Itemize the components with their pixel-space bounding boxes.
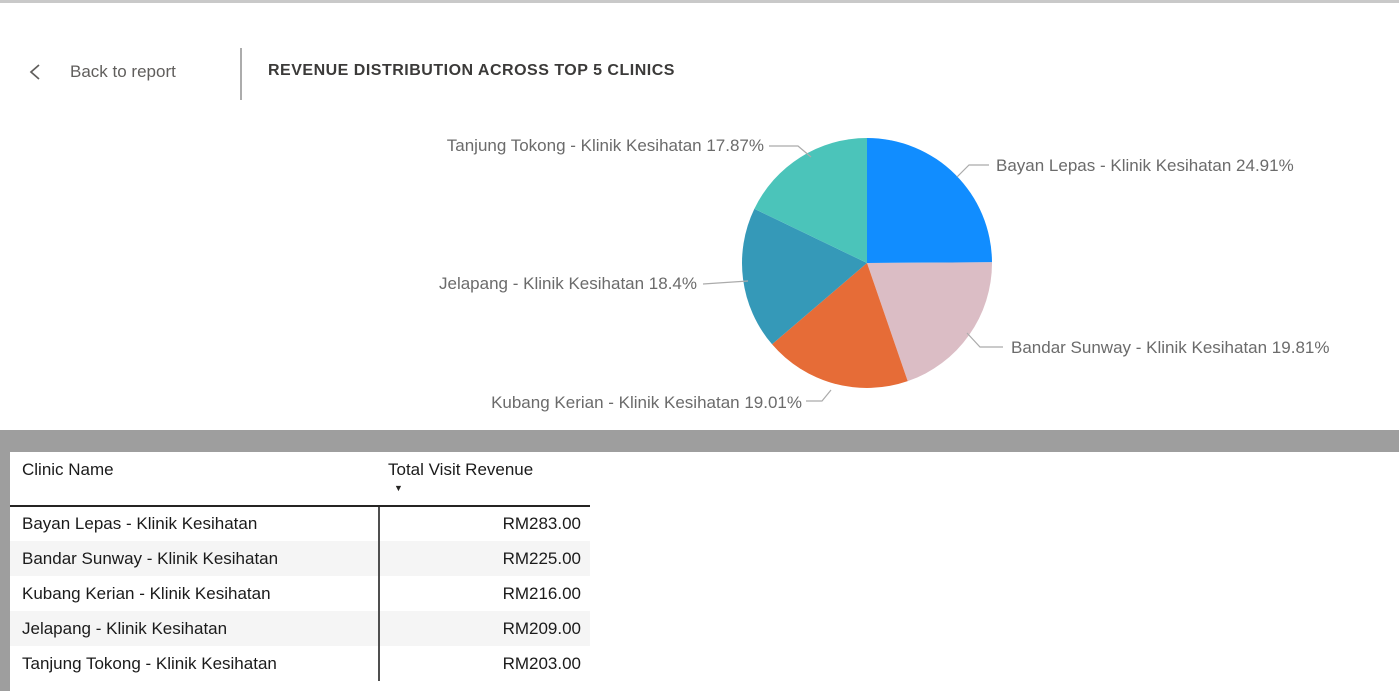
clinic-name-cell: Jelapang - Klinik Kesihatan: [22, 618, 228, 638]
leader-line-1: [966, 332, 1003, 348]
table-row[interactable]: Jelapang - Klinik Kesihatan RM209.00: [10, 611, 590, 646]
back-to-report-button[interactable]: Back to report: [28, 59, 176, 85]
revenue-cell: RM203.00: [378, 646, 590, 681]
pie-slice-3[interactable]: [742, 208, 867, 345]
pie-slice-2[interactable]: [772, 263, 908, 388]
revenue-table: Clinic Name Total Visit Revenue ▼ Bayan …: [10, 452, 590, 681]
leader-line-0: [956, 164, 989, 178]
leader-line-2: [806, 389, 832, 402]
clinic-name-cell: Kubang Kerian - Klinik Kesihatan: [22, 583, 271, 603]
pie-label-0: Bayan Lepas - Klinik Kesihatan 24.91%: [996, 156, 1294, 175]
leader-line-3: [702, 280, 749, 285]
revenue-cell: RM209.00: [378, 611, 590, 646]
table-panel: Clinic Name Total Visit Revenue ▼ Bayan …: [10, 452, 1399, 691]
sort-descending-icon: ▼: [394, 483, 403, 493]
table-row[interactable]: Tanjung Tokong - Klinik Kesihatan RM203.…: [10, 646, 590, 681]
revenue-cell: RM283.00: [378, 506, 590, 541]
pie-slice-1[interactable]: [867, 262, 993, 382]
clinic-name-cell: Tanjung Tokong - Klinik Kesihatan: [22, 653, 277, 673]
clinic-name-cell: Bandar Sunway - Klinik Kesihatan: [22, 548, 279, 568]
top-border: [0, 0, 1399, 3]
pie-label-2: Kubang Kerian - Klinik Kesihatan 19.01%: [491, 393, 802, 412]
column-header-clinic-name[interactable]: Clinic Name: [10, 452, 379, 507]
chevron-left-icon: [29, 64, 40, 80]
revenue-header-label: Total Visit Revenue: [388, 460, 534, 479]
column-header-total-visit-revenue[interactable]: Total Visit Revenue ▼: [379, 452, 590, 507]
pie-label-1: Bandar Sunway - Klinik Kesihatan 19.81%: [1011, 338, 1330, 357]
table-row[interactable]: Bandar Sunway - Klinik Kesihatan RM225.0…: [10, 541, 590, 576]
leader-line-4: [769, 145, 812, 158]
clinic-name-cell: Bayan Lepas - Klinik Kesihatan: [22, 514, 258, 533]
clinic-name-header-label: Clinic Name: [22, 460, 114, 479]
revenue-cell: RM216.00: [378, 576, 590, 611]
table-row[interactable]: Kubang Kerian - Klinik Kesihatan RM216.0…: [10, 576, 590, 611]
page-title: REVENUE DISTRIBUTION ACROSS TOP 5 CLINIC…: [268, 62, 675, 79]
revenue-cell: RM225.00: [378, 541, 590, 576]
table-row[interactable]: Bayan Lepas - Klinik Kesihatan RM283.00: [10, 506, 590, 541]
pie-label-4: Tanjung Tokong - Klinik Kesihatan 17.87%: [446, 136, 764, 155]
header-divider: [240, 48, 242, 100]
section-divider-band: Clinic Name Total Visit Revenue ▼ Bayan …: [0, 430, 1399, 691]
pie-chart: [702, 138, 1003, 402]
table-header-row: Clinic Name Total Visit Revenue ▼: [10, 452, 590, 507]
pie-label-3: Jelapang - Klinik Kesihatan 18.4%: [439, 274, 697, 293]
back-to-report-label: Back to report: [70, 62, 176, 81]
pie-slice-4[interactable]: [754, 138, 867, 263]
pie-slice-0[interactable]: [867, 138, 992, 263]
